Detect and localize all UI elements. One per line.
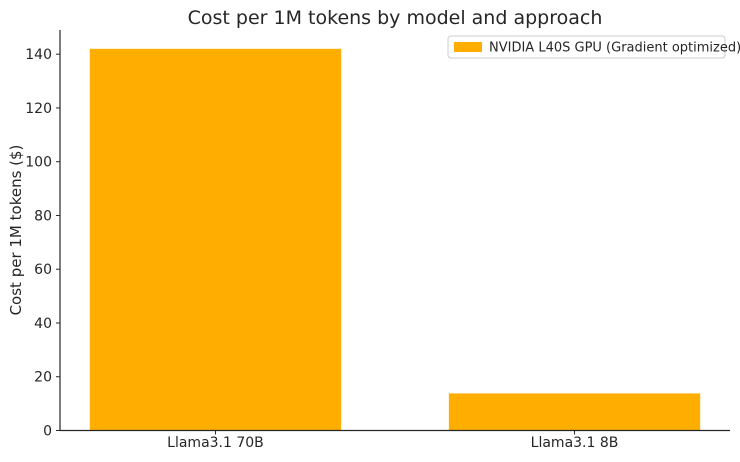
legend-swatch — [454, 42, 482, 52]
x-tick-label: Llama3.1 70B — [167, 435, 264, 451]
y-tick-label: 80 — [34, 208, 52, 224]
bar — [448, 393, 701, 431]
legend: NVIDIA L40S GPU (Gradient optimized) — [447, 35, 740, 59]
y-tick-label: 100 — [25, 155, 52, 171]
x-tick-label: Llama3.1 8B — [531, 435, 619, 451]
y-axis-label: Cost per 1M tokens ($) — [7, 145, 25, 316]
y-tick-label: 40 — [34, 316, 52, 332]
y-tick-label: 0 — [43, 424, 52, 440]
chart-title: Cost per 1M tokens by model and approach — [188, 7, 603, 29]
y-tick-label: 60 — [34, 262, 52, 278]
y-tick-label: 140 — [25, 47, 52, 63]
bar — [89, 48, 342, 431]
y-tick-label: 20 — [34, 370, 52, 386]
y-tick-label: 120 — [25, 101, 52, 117]
legend-label: NVIDIA L40S GPU (Gradient optimized) — [489, 41, 740, 56]
legend-frame — [447, 35, 726, 59]
